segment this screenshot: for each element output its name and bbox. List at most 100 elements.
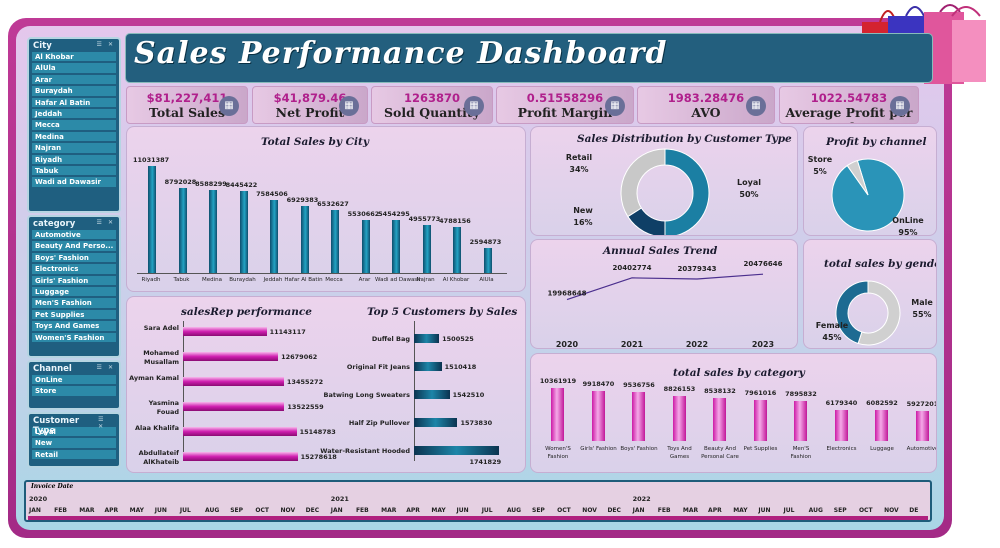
category-bar[interactable] — [551, 388, 564, 441]
city-bar[interactable] — [300, 206, 309, 273]
city-bar[interactable] — [239, 191, 248, 273]
timeline-month[interactable]: DEC — [305, 507, 320, 514]
slicer-item[interactable]: Store — [32, 386, 116, 397]
category-bar[interactable] — [632, 392, 645, 441]
slicer-item[interactable]: AlUla — [32, 63, 116, 74]
slicer-item[interactable]: Luggage — [32, 286, 116, 298]
invoice-date-timeline[interactable]: Invoice Date 2020 2021 2022 JAN FEB MAR APR MAY… — [24, 480, 932, 522]
slicer-item[interactable]: Medina — [32, 131, 116, 143]
salesrep-bar[interactable] — [183, 377, 284, 386]
timeline-month[interactable]: JUN — [758, 507, 771, 514]
slicer-item[interactable]: Boys' Fashion — [32, 252, 116, 264]
city-bar[interactable] — [148, 166, 156, 273]
timeline-month[interactable]: FEB — [54, 507, 67, 514]
timeline-month[interactable]: MAY — [129, 507, 144, 514]
timeline-month[interactable]: MAR — [682, 507, 699, 514]
city-bar[interactable] — [270, 199, 278, 273]
slicer-item[interactable]: Girls' Fashion — [32, 275, 116, 286]
customer-bar[interactable] — [414, 390, 450, 399]
customer-bar[interactable] — [414, 418, 458, 427]
timeline-month[interactable]: NOV — [582, 507, 597, 514]
timeline-bar[interactable] — [28, 516, 928, 520]
timeline-month[interactable]: JAN — [29, 507, 41, 514]
salesrep-bar[interactable] — [183, 427, 297, 436]
timeline-month[interactable]: NOV — [884, 507, 899, 514]
category-slicer[interactable]: category ☰ ✕ Automotive Beauty And Perso..… — [27, 215, 121, 358]
timeline-month[interactable]: MAR — [79, 507, 95, 514]
slicer-item[interactable]: Najran — [32, 143, 116, 154]
timeline-month[interactable]: MAY — [733, 507, 748, 514]
category-bar[interactable] — [875, 410, 888, 441]
timeline-month[interactable]: FEB — [657, 507, 671, 514]
timeline-month[interactable]: AUG — [506, 507, 522, 514]
pie-slice[interactable] — [620, 148, 666, 218]
timeline-month[interactable]: DEC — [607, 507, 621, 514]
salesrep-bar[interactable] — [183, 452, 298, 461]
timeline-month[interactable]: DE — [909, 507, 919, 514]
slicer-item[interactable]: OnLine — [32, 375, 116, 386]
slicer-item[interactable]: Tabuk — [32, 165, 116, 177]
timeline-month[interactable]: MAR — [381, 507, 397, 514]
slicer-item[interactable]: Pet Supplies — [32, 309, 116, 321]
timeline-month[interactable]: JUN — [456, 507, 469, 514]
city-bar[interactable] — [361, 219, 370, 273]
timeline-month[interactable]: JAN — [632, 507, 645, 514]
timeline-month[interactable]: MAY — [431, 507, 446, 514]
slicer-item[interactable]: Automotive — [32, 230, 116, 241]
slicer-item[interactable]: Electronics — [32, 264, 116, 275]
city-bar[interactable] — [483, 247, 492, 273]
timeline-month[interactable]: SEP — [833, 507, 847, 514]
category-bar[interactable] — [834, 409, 848, 441]
slicer-item[interactable]: New — [32, 438, 116, 449]
clear-filter-icon[interactable]: ☰ ✕ — [96, 364, 115, 371]
slicer-item[interactable]: Beauty And Perso... — [32, 241, 116, 252]
timeline-month[interactable]: SEP — [230, 507, 244, 514]
channel-slicer[interactable]: Channel ☰ ✕ OnLine Store — [27, 360, 121, 410]
city-bar[interactable] — [178, 188, 187, 273]
timeline-month[interactable]: NOV — [280, 507, 296, 514]
category-bar[interactable] — [753, 400, 767, 441]
clear-filter-icon[interactable]: ☰ ✕ — [98, 416, 106, 430]
timeline-month[interactable]: JUL — [179, 507, 191, 514]
salesrep-bar[interactable] — [183, 402, 285, 411]
customer-bar[interactable] — [414, 334, 440, 343]
timeline-month[interactable]: JUN — [154, 507, 167, 514]
slicer-item[interactable]: Buraydah — [32, 86, 116, 97]
timeline-month[interactable]: JUL — [481, 507, 493, 514]
timeline-month[interactable]: OCT — [255, 507, 269, 514]
timeline-month[interactable]: APR — [406, 507, 420, 514]
timeline-month[interactable]: SEP — [532, 507, 545, 514]
city-bar[interactable] — [331, 209, 339, 273]
category-bar[interactable] — [915, 410, 929, 441]
slicer-item[interactable]: Toys And Games — [32, 321, 116, 332]
city-bar[interactable] — [422, 225, 431, 273]
city-slicer[interactable]: City ☰ ✕ Al Khobar AlUla Arar Buraydah Hafar … — [27, 37, 121, 213]
slicer-item[interactable]: Wadi ad Dawasir — [32, 177, 116, 188]
category-bar[interactable] — [672, 396, 686, 441]
city-bar[interactable] — [392, 220, 400, 273]
pie-slice[interactable] — [846, 159, 869, 196]
slicer-item[interactable]: Retail — [32, 449, 116, 461]
slicer-item[interactable]: Al Khobar — [32, 52, 116, 63]
pie-slice[interactable] — [835, 280, 869, 345]
slicer-item[interactable]: Women'S Fashion — [32, 332, 116, 343]
timeline-month[interactable]: FEB — [355, 507, 369, 514]
slicer-item[interactable]: Arar — [32, 74, 116, 86]
timeline-month[interactable]: JAN — [330, 507, 343, 514]
timeline-month[interactable]: AUG — [808, 507, 823, 514]
city-bar[interactable] — [453, 226, 461, 273]
slicer-item[interactable]: Men'S Fashion — [32, 298, 116, 309]
category-bar[interactable] — [794, 400, 807, 441]
clear-filter-icon[interactable]: ☰ ✕ — [96, 219, 115, 226]
slicer-item[interactable]: Riyadh — [32, 154, 116, 165]
slicer-item[interactable]: Loyal — [32, 427, 116, 438]
salesrep-bar[interactable] — [183, 352, 279, 361]
slicer-item[interactable]: Jeddah — [32, 108, 116, 120]
category-bar[interactable] — [591, 390, 605, 441]
timeline-month[interactable]: APR — [104, 507, 119, 514]
clear-filter-icon[interactable]: ☰ ✕ — [96, 41, 115, 48]
category-bar[interactable] — [713, 397, 726, 441]
timeline-month[interactable]: JUL — [783, 507, 795, 514]
timeline-month[interactable]: OCT — [557, 507, 571, 514]
